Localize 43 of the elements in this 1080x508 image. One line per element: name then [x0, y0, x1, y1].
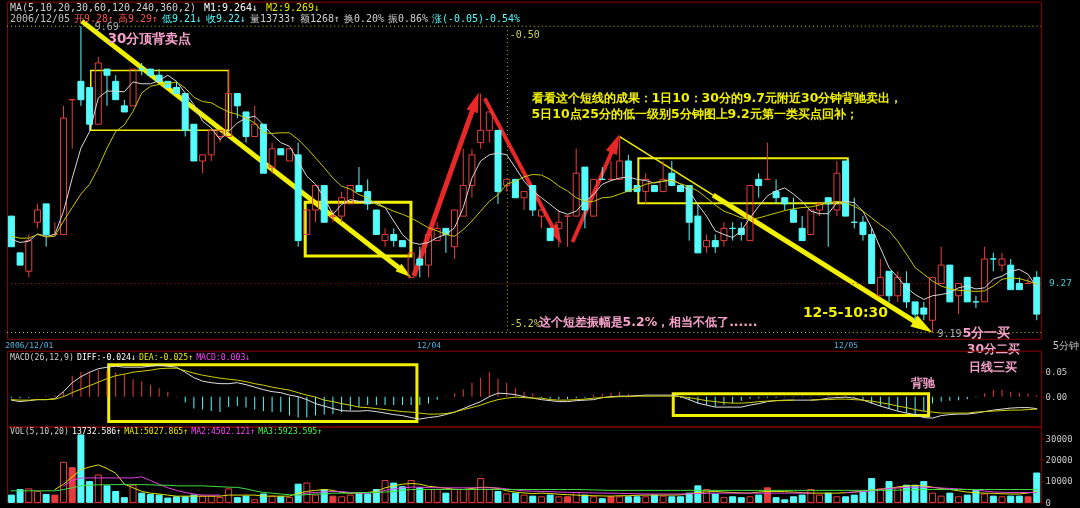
text: 额1268↑ [299, 12, 340, 24]
text: M1:9.264↓ [204, 1, 259, 13]
annotation: MA1:5027.865↑ [124, 425, 189, 436]
text: 低9.21↓ [161, 12, 202, 24]
y-tick-label: 0.05 [1045, 367, 1068, 378]
annotation: 日线三买 [969, 358, 1018, 374]
annotation: VOL(5,10,20) [9, 425, 69, 436]
y-tick-label: 0.00 [1045, 392, 1068, 403]
annotation: 背驰 [909, 375, 936, 390]
text: M2:9.269↓ [266, 1, 321, 13]
annotation: DEA:-0.025↑ [139, 351, 194, 362]
text: 量13733↑ [249, 12, 296, 24]
annotation: -0.50 [509, 28, 540, 40]
y-tick-label: 0 [1045, 497, 1051, 508]
x-tick-label: 12/04 [417, 341, 442, 351]
y-tick-label: 20000 [1045, 455, 1073, 466]
y-tick-label: 10000 [1045, 476, 1073, 487]
annotation: MACD:0.003↓ [196, 351, 251, 362]
text: 换0.20% [343, 12, 384, 24]
annotation: MA2:4502.121↑ [191, 425, 256, 436]
annotation: 看看这个短线的成果：1日10：30分的9.7元附近30分钟背驰卖出， [530, 90, 903, 106]
annotation: MA3:5923.595↑ [258, 425, 323, 436]
y-tick-label: 30000 [1045, 433, 1073, 444]
annotation: MACD(26,12,9) [9, 351, 74, 362]
annotation: 5分一买 [962, 324, 1011, 340]
annotation: 9.19 [937, 327, 962, 339]
text: 涨(-0.05)-0.54% [431, 12, 520, 24]
ref-line-label: 9.27 [1049, 277, 1072, 289]
text: 高9.29↑ [117, 12, 159, 24]
annotation: -5.2% [509, 317, 540, 329]
annotation: 30分二买 [966, 340, 1021, 356]
text: 2006/12/05 [9, 12, 71, 24]
text: 5分钟 [1052, 339, 1080, 351]
x-tick-label: 2006/12/01 [5, 341, 54, 351]
annotation: 13732.586↑ [72, 425, 122, 436]
x-tick-label: 12/05 [834, 341, 859, 351]
annotation: 5日10点25分的低一级别5分钟图上9.2元第一类买点回补； [531, 106, 858, 122]
text: MA(5,10,20,30,60,120,240,360,2) [9, 1, 197, 13]
text: 振0.86% [387, 12, 428, 24]
annotation: 12-5-10:30 [802, 304, 889, 321]
text: 收9.22↓ [205, 12, 246, 24]
annotation: 30分顶背卖点 [107, 30, 192, 46]
annotation: DIFF:-0.024↓ [76, 351, 136, 362]
